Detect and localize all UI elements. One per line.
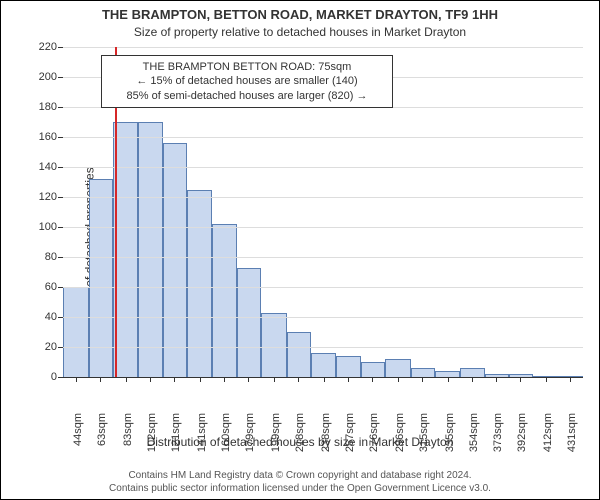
x-tick-label: 141sqm <box>196 413 208 463</box>
y-tick-label: 200 <box>29 71 57 83</box>
y-tick-mark <box>58 47 63 48</box>
grid-line <box>63 197 583 198</box>
y-tick-label: 120 <box>29 191 57 203</box>
y-tick-label: 40 <box>29 311 57 323</box>
histogram-bar <box>287 332 311 377</box>
y-tick-mark <box>58 77 63 78</box>
footer-line-1: Contains HM Land Registry data © Crown c… <box>1 470 599 483</box>
grid-line <box>63 167 583 168</box>
y-tick-mark <box>58 347 63 348</box>
x-tick-mark <box>248 377 249 382</box>
x-tick-label: 296sqm <box>394 413 406 463</box>
x-tick-label: 276sqm <box>368 413 380 463</box>
x-tick-label: 335sqm <box>444 413 456 463</box>
x-tick-label: 354sqm <box>468 413 480 463</box>
x-tick-label: 63sqm <box>96 413 108 463</box>
x-tick-label: 121sqm <box>170 413 182 463</box>
x-tick-label: 315sqm <box>418 413 430 463</box>
annotation-box: THE BRAMPTON BETTON ROAD: 75sqm ← 15% of… <box>101 55 393 108</box>
y-tick-label: 140 <box>29 161 57 173</box>
grid-line <box>63 47 583 48</box>
x-tick-mark <box>448 377 449 382</box>
x-tick-mark <box>348 377 349 382</box>
y-tick-mark <box>58 257 63 258</box>
histogram-bar <box>385 359 411 377</box>
x-tick-mark <box>496 377 497 382</box>
x-tick-mark <box>372 377 373 382</box>
footer-attribution: Contains HM Land Registry data © Crown c… <box>1 470 599 495</box>
y-tick-label: 0 <box>29 371 57 383</box>
histogram-bar <box>336 356 360 377</box>
x-tick-label: 373sqm <box>492 413 504 463</box>
chart-title: THE BRAMPTON, BETTON ROAD, MARKET DRAYTO… <box>1 7 599 22</box>
x-tick-label: 392sqm <box>516 413 528 463</box>
annotation-line-3: 85% of semi-detached houses are larger (… <box>110 89 384 103</box>
chart-frame: THE BRAMPTON, BETTON ROAD, MARKET DRAYTO… <box>0 0 600 500</box>
y-tick-mark <box>58 287 63 288</box>
x-tick-mark <box>298 377 299 382</box>
histogram-bar <box>163 143 187 377</box>
y-tick-mark <box>58 107 63 108</box>
chart-subtitle: Size of property relative to detached ho… <box>1 25 599 39</box>
y-tick-mark <box>58 197 63 198</box>
histogram-bar <box>63 287 89 377</box>
x-tick-mark <box>546 377 547 382</box>
x-tick-label: 199sqm <box>270 413 282 463</box>
x-tick-mark <box>76 377 77 382</box>
annotation-line-1: THE BRAMPTON BETTON ROAD: 75sqm <box>110 60 384 74</box>
x-tick-mark <box>174 377 175 382</box>
x-tick-label: 257sqm <box>344 413 356 463</box>
x-tick-mark <box>200 377 201 382</box>
y-tick-mark <box>58 137 63 138</box>
y-tick-mark <box>58 377 63 378</box>
x-tick-mark <box>422 377 423 382</box>
y-tick-label: 80 <box>29 251 57 263</box>
grid-line <box>63 347 583 348</box>
x-tick-label: 102sqm <box>146 413 158 463</box>
x-tick-label: 238sqm <box>320 413 332 463</box>
grid-line <box>63 257 583 258</box>
y-tick-mark <box>58 317 63 318</box>
x-tick-mark <box>398 377 399 382</box>
histogram-bar <box>411 368 435 377</box>
grid-line <box>63 287 583 288</box>
x-tick-mark <box>472 377 473 382</box>
histogram-bar <box>311 353 337 377</box>
x-tick-mark <box>520 377 521 382</box>
y-tick-label: 160 <box>29 131 57 143</box>
histogram-bar <box>187 190 213 378</box>
x-tick-mark <box>100 377 101 382</box>
y-tick-label: 60 <box>29 281 57 293</box>
histogram-bar <box>138 122 162 377</box>
x-tick-mark <box>570 377 571 382</box>
x-tick-mark <box>224 377 225 382</box>
y-tick-label: 180 <box>29 101 57 113</box>
x-tick-label: 83sqm <box>122 413 134 463</box>
grid-line <box>63 227 583 228</box>
y-tick-label: 100 <box>29 221 57 233</box>
x-tick-mark <box>274 377 275 382</box>
x-tick-label: 179sqm <box>244 413 256 463</box>
histogram-bar <box>237 268 261 378</box>
x-tick-label: 44sqm <box>72 413 84 463</box>
y-tick-mark <box>58 167 63 168</box>
histogram-bar <box>361 362 385 377</box>
footer-line-2: Contains public sector information licen… <box>1 483 599 496</box>
x-tick-label: 412sqm <box>542 413 554 463</box>
grid-line <box>63 317 583 318</box>
histogram-bar <box>460 368 484 377</box>
x-tick-label: 218sqm <box>294 413 306 463</box>
x-tick-mark <box>126 377 127 382</box>
x-tick-label: 160sqm <box>220 413 232 463</box>
x-tick-label: 431sqm <box>566 413 578 463</box>
y-tick-mark <box>58 227 63 228</box>
histogram-bar <box>212 224 236 377</box>
x-tick-mark <box>150 377 151 382</box>
y-tick-label: 220 <box>29 41 57 53</box>
annotation-line-2: ← 15% of detached houses are smaller (14… <box>110 74 384 88</box>
y-tick-label: 20 <box>29 341 57 353</box>
histogram-bar <box>261 313 287 378</box>
x-tick-mark <box>324 377 325 382</box>
grid-line <box>63 137 583 138</box>
